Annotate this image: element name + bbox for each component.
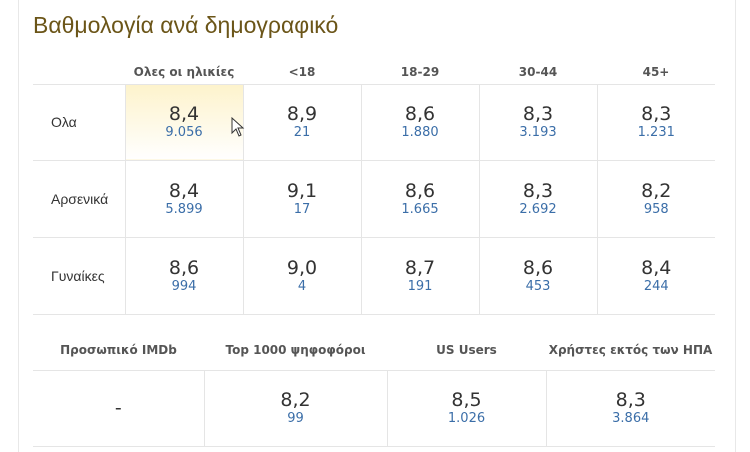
row: Γυναίκες 8,6 994 9,0 4 8,7 191 8,6 453 8,4 244: [33, 237, 715, 315]
header-row: Ολες οι ηλικίες <18 18-29 30-44 45+: [33, 60, 715, 85]
header-cell: 30-44: [479, 60, 597, 85]
cell: 8,4 244: [596, 237, 715, 315]
row-label: Ολα: [33, 84, 125, 161]
votes: 3.864: [612, 411, 650, 426]
votes: 191: [407, 278, 433, 294]
header-cell: Ολες οι ηλικίες: [125, 60, 243, 85]
rating: 8,6: [168, 256, 200, 279]
votes: 99: [287, 411, 304, 426]
cell: 8,3 1.231: [596, 84, 715, 161]
cell: 8,2 958: [596, 160, 715, 238]
votes: 5.899: [165, 201, 203, 217]
cell: 8,6 994: [124, 237, 243, 315]
demographic-table: Ολες οι ηλικίες <18 18-29 30-44 45+ Ολα 8,4 9.…: [33, 60, 715, 315]
rating: 9,0: [286, 256, 318, 279]
cell: 8,2 99: [203, 370, 387, 447]
rating: 8,2: [280, 389, 311, 411]
rating: 8,3: [641, 103, 672, 125]
cell: 8,4 9.056: [124, 84, 243, 161]
row: Ολα 8,4 9.056 8,9 21 8,6 1.880 8,3 3.193 8,3 1.231: [33, 84, 715, 161]
cell: 8,6 453: [478, 237, 597, 315]
votes: 9.056: [165, 125, 203, 140]
votes: 2.692: [519, 201, 557, 217]
rating: 8,3: [615, 389, 646, 411]
votes: 1.665: [401, 201, 439, 217]
header-cell: Top 1000 ψηφοφόροι: [204, 330, 387, 371]
user-group-table: Προσωπικό IMDb Top 1000 ψηφοφόροι US Users…: [33, 330, 715, 447]
header-cell: Χρήστες εκτός των ΗΠΑ: [546, 330, 715, 371]
cell: 8,6 1.665: [360, 160, 479, 238]
cell: -: [33, 370, 204, 447]
header-cell: 18-29: [361, 60, 479, 85]
row: Αρσενικά 8,4 5.899 9,1 17 8,6 1.665 8,3 2.692 8,2…: [33, 160, 715, 238]
cell: 8,3 3.193: [478, 84, 597, 161]
cell: 8,3 3.864: [545, 370, 715, 447]
votes: 958: [643, 201, 669, 217]
cell: 8,3 2.692: [478, 160, 597, 238]
rating: 8,4: [168, 179, 200, 202]
cell: 8,4 5.899: [124, 160, 243, 238]
rating: 8,9: [286, 103, 318, 125]
cursor: [231, 117, 245, 137]
header-cell: Προσωπικό IMDb: [33, 330, 204, 371]
cell: 9,0 4: [242, 237, 361, 315]
votes: 1.231: [637, 125, 675, 140]
header-cell: [33, 60, 125, 85]
rating: 8,6: [404, 103, 436, 125]
row: -8,2 99 8,5 1.026 8,3 3.864: [33, 370, 715, 447]
cell: 8,9 21: [242, 84, 361, 161]
rating: 8,4: [168, 103, 200, 125]
cell: 8,5 1.026: [386, 370, 546, 447]
votes: 17: [293, 201, 311, 217]
votes: 244: [643, 278, 669, 294]
votes: 453: [525, 278, 551, 294]
title: Βαθμολογία ανά δημογραφικό: [33, 12, 339, 38]
cell: 8,7 191: [360, 237, 479, 315]
row-label: Αρσενικά: [33, 160, 125, 238]
rating: 8,6: [522, 256, 554, 279]
cell: 9,1 17: [242, 160, 361, 238]
votes: 3.193: [519, 125, 557, 140]
rating: 8,3: [522, 179, 554, 202]
rating: 8,6: [404, 179, 436, 202]
rating: 8,3: [522, 103, 554, 125]
panel: Βαθμολογία ανά δημογραφικό Ολες οι ηλικί…: [18, 0, 736, 452]
votes: 21: [293, 125, 311, 140]
rating: -: [114, 397, 122, 419]
header-cell: <18: [243, 60, 361, 85]
rating: 8,7: [404, 256, 436, 279]
votes: 1.880: [401, 125, 439, 140]
votes: 994: [171, 278, 197, 294]
rating: 8,4: [641, 256, 672, 279]
rating: 8,2: [641, 179, 672, 202]
rating: 9,1: [286, 179, 318, 202]
rating: 8,5: [451, 389, 482, 411]
row-label: Γυναίκες: [33, 237, 125, 315]
header-row: Προσωπικό IMDb Top 1000 ψηφοφόροι US Users…: [33, 330, 715, 371]
votes: 4: [297, 278, 307, 294]
cell: 8,6 1.880: [360, 84, 479, 161]
header-cell: 45+: [597, 60, 715, 85]
votes: 1.026: [447, 411, 486, 426]
header-cell: US Users: [387, 330, 546, 371]
